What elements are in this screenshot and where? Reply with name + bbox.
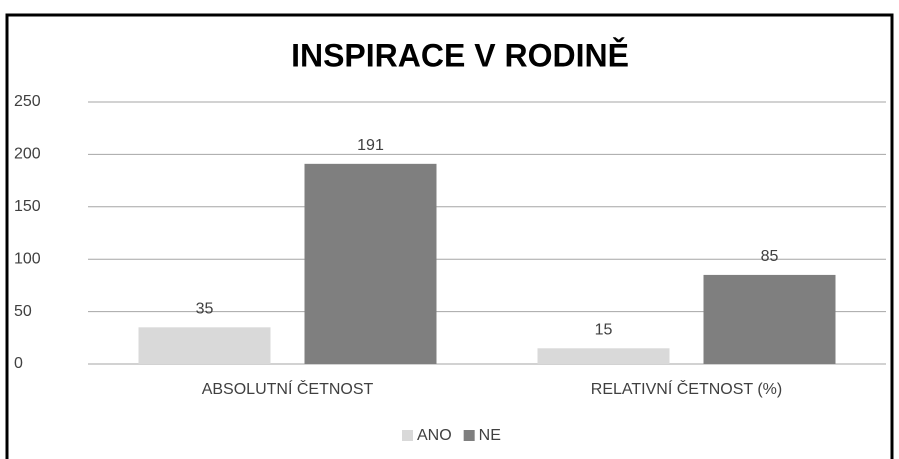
bar [537,348,670,364]
x-tick-label: RELATIVNÍ ČETNOST (%) [591,379,782,398]
data-label: 191 [357,137,384,154]
x-tick-label: ABSOLUTNÍ ČETNOST [202,379,374,398]
legend-label: ANO [417,427,452,444]
y-tick-label: 200 [14,146,41,163]
y-tick-label: 250 [14,93,41,110]
bar [304,163,437,364]
data-label: 15 [595,321,613,338]
bar [138,327,271,364]
y-tick-label: 0 [14,355,23,372]
legend-swatch [463,430,475,441]
data-label: 85 [761,248,779,265]
y-tick-label: 50 [14,303,32,320]
data-label: 35 [196,301,214,318]
bar [703,274,836,364]
chart-title: INSPIRACE V RODINĚ [291,37,629,73]
legend-label: NE [479,427,501,444]
legend-swatch [402,430,413,441]
y-tick-label: 100 [14,250,41,267]
y-tick-label: 150 [14,198,41,215]
chart-frame [5,13,894,459]
